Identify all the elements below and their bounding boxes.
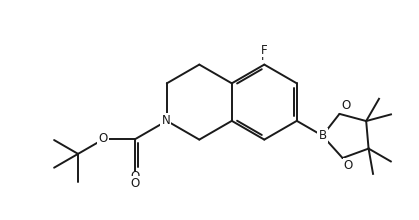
Text: F: F [261, 50, 268, 63]
Text: O: O [131, 170, 140, 183]
Text: O: O [98, 132, 107, 145]
Text: B: B [318, 129, 326, 142]
Text: B: B [318, 129, 326, 142]
Text: O: O [98, 132, 107, 145]
Text: F: F [261, 44, 268, 57]
Text: N: N [161, 114, 170, 127]
Text: O: O [344, 159, 353, 172]
Text: O: O [341, 99, 351, 112]
Text: N: N [161, 114, 170, 127]
Text: O: O [131, 177, 140, 190]
Text: N: N [161, 114, 170, 127]
